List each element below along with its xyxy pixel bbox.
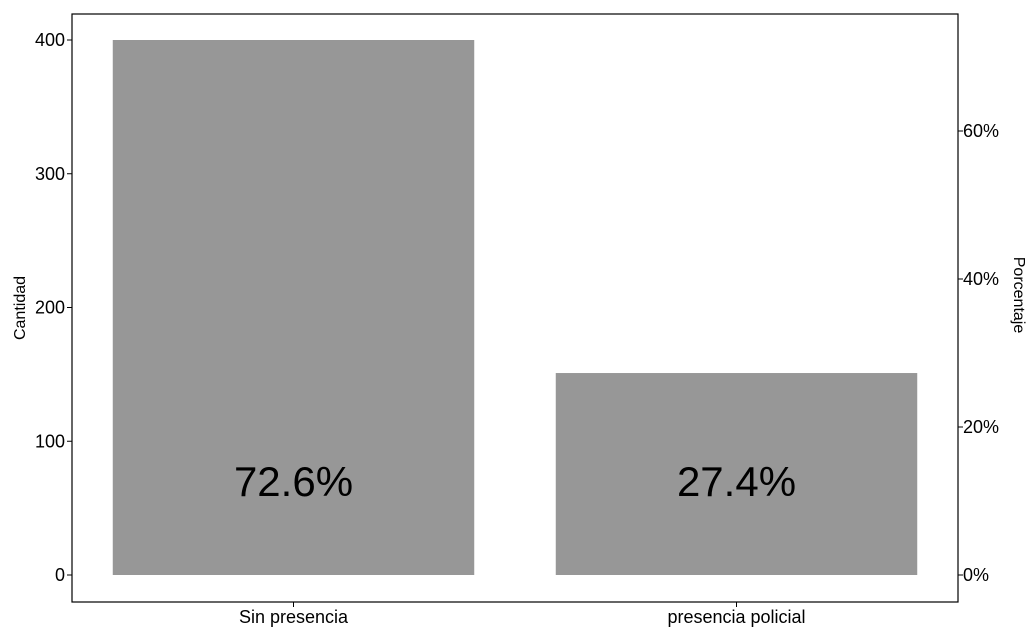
y-tick-label-left-2: 200	[35, 298, 65, 318]
y-tick-label-right-0: 0%	[963, 565, 989, 585]
y-tick-label-right-3: 60%	[963, 121, 999, 141]
y-tick-label-left-0: 0	[55, 565, 65, 585]
y-tick-label-left-3: 300	[35, 164, 65, 184]
bar-data-label-0: 72.6%	[234, 458, 353, 505]
bar-0	[112, 40, 475, 575]
bar-data-label-1: 27.4%	[677, 458, 796, 505]
axes-layer: Sin presencia presencia policial 0 100 200 30…	[35, 30, 999, 627]
y-tick-label-left-4: 400	[35, 30, 65, 50]
y-tick-label-left-1: 100	[35, 431, 65, 451]
y-axis-title-left: Cantidad	[12, 276, 29, 340]
bars-layer: 72.6% 27.4%	[112, 40, 918, 575]
y-tick-label-right-2: 40%	[963, 269, 999, 289]
x-tick-label-1: presencia policial	[667, 607, 805, 627]
y-axis-title-right: Porcentaje	[1010, 257, 1027, 334]
y-tick-label-right-1: 20%	[963, 417, 999, 437]
x-tick-label-0: Sin presencia	[239, 607, 349, 627]
bar-1	[555, 373, 918, 575]
